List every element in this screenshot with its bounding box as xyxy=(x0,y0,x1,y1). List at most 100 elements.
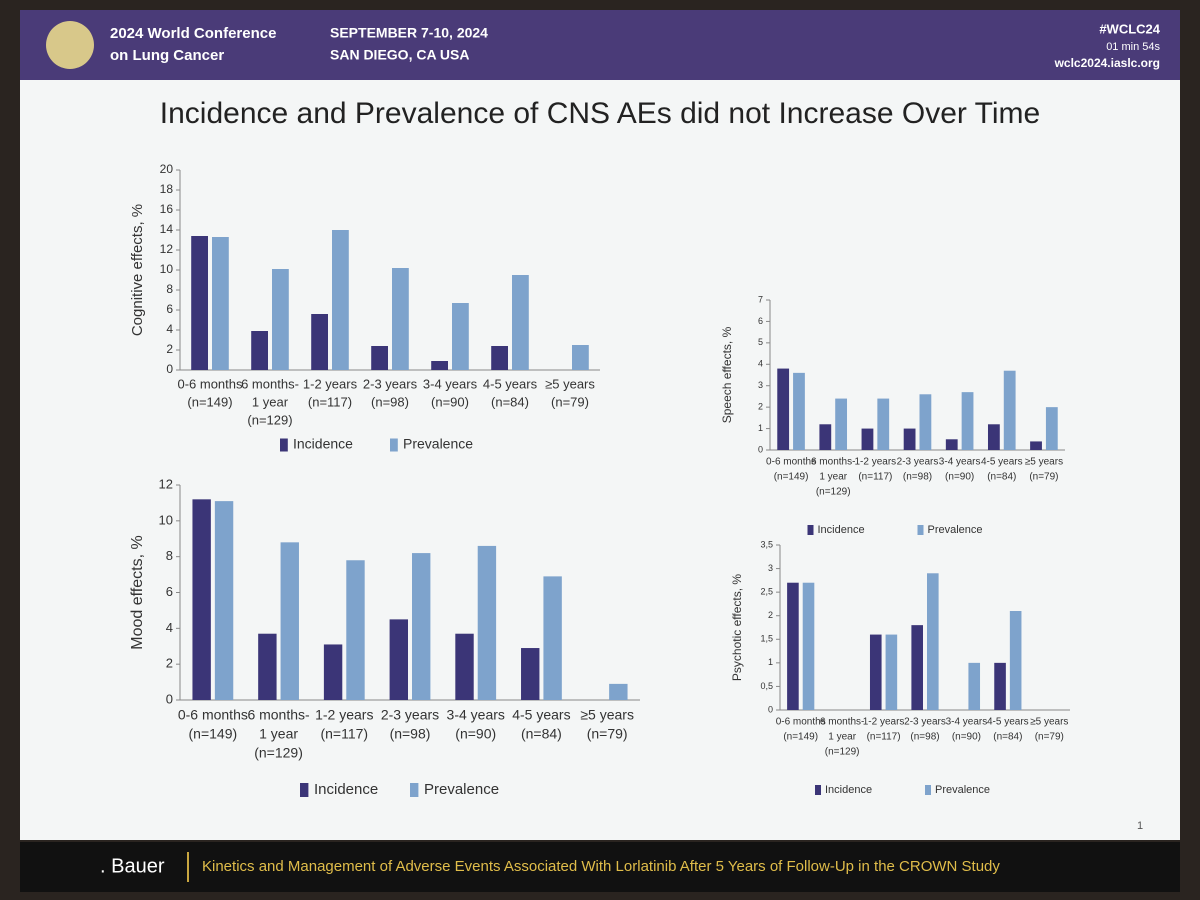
x-tick-label: 2-3 years xyxy=(363,376,418,391)
y-tick-label: 7 xyxy=(758,294,763,304)
legend-swatch xyxy=(807,525,814,535)
legend-swatch xyxy=(390,438,398,452)
bar xyxy=(927,573,939,710)
x-tick-label: 0-6 months xyxy=(766,457,816,468)
bar xyxy=(835,398,848,450)
x-tick-label: 3-4 years xyxy=(423,376,478,391)
bar xyxy=(346,560,365,700)
x-tick-label: 1-2 years xyxy=(855,457,897,468)
x-tick-label: 1 year xyxy=(259,726,298,742)
footer-band xyxy=(20,842,1180,892)
y-axis-label: Speech effects, % xyxy=(720,326,734,423)
x-tick-label: ≥5 years xyxy=(1025,457,1063,468)
bar xyxy=(961,392,974,450)
x-tick-label: ≥5 years xyxy=(1030,717,1068,728)
x-tick-label: (n=149) xyxy=(189,726,238,742)
y-axis-label: Cognitive effects, % xyxy=(129,204,146,336)
y-tick-label: 16 xyxy=(160,202,174,216)
bar xyxy=(819,424,832,450)
bar xyxy=(392,268,409,370)
y-tick-label: 4 xyxy=(166,620,173,635)
bar xyxy=(787,582,799,710)
y-tick-label: 6 xyxy=(758,316,763,326)
legend-label: Prevalence xyxy=(403,436,473,452)
legend-label: Incidence xyxy=(825,784,872,796)
bar xyxy=(491,346,508,370)
x-tick-label: (n=84) xyxy=(987,472,1016,483)
bar xyxy=(777,368,790,450)
x-tick-label: (n=129) xyxy=(825,747,860,758)
y-tick-label: 3,5 xyxy=(760,539,773,549)
x-tick-label: (n=79) xyxy=(1029,472,1058,483)
x-tick-label: ≥5 years xyxy=(580,707,634,723)
bar xyxy=(214,501,234,700)
bar xyxy=(919,394,932,450)
bar xyxy=(877,398,890,450)
bar xyxy=(903,428,916,450)
x-tick-label: (n=149) xyxy=(783,732,818,743)
header-band xyxy=(20,10,1180,80)
x-tick-label: (n=117) xyxy=(308,394,352,409)
x-tick-label: (n=84) xyxy=(521,726,562,742)
bar xyxy=(477,545,497,700)
bar xyxy=(1045,407,1058,450)
bar xyxy=(311,314,328,370)
y-tick-label: 1 xyxy=(768,657,773,667)
bar xyxy=(1009,611,1022,710)
bar xyxy=(371,346,388,370)
bar xyxy=(1030,441,1042,450)
x-tick-label: (n=84) xyxy=(993,732,1022,743)
x-tick-label: (n=98) xyxy=(371,394,409,409)
legend-swatch xyxy=(917,525,924,535)
x-tick-label: (n=98) xyxy=(903,472,932,483)
legend-label: Prevalence xyxy=(928,524,983,536)
x-tick-label: (n=98) xyxy=(390,726,431,742)
x-tick-label: (n=129) xyxy=(816,487,851,498)
bar xyxy=(512,275,529,370)
y-tick-label: 8 xyxy=(166,548,173,563)
legend-label: Prevalence xyxy=(935,784,990,796)
y-tick-label: 5 xyxy=(758,337,763,347)
x-tick-label: (n=129) xyxy=(247,412,292,427)
slide xyxy=(20,10,1180,840)
dates: SEPTEMBER 7-10, 2024 xyxy=(330,25,488,41)
x-tick-label: (n=90) xyxy=(945,472,974,483)
x-tick-label: (n=84) xyxy=(491,394,529,409)
y-tick-label: 12 xyxy=(159,476,173,491)
bar xyxy=(389,619,408,700)
x-tick-label: 3-4 years xyxy=(447,707,505,723)
y-axis-label: Psychotic effects, % xyxy=(730,574,744,681)
bar xyxy=(911,625,923,710)
bar xyxy=(861,428,874,450)
y-tick-label: 0 xyxy=(758,444,763,454)
bar xyxy=(987,424,1000,450)
x-tick-label: 0-6 months xyxy=(776,717,826,728)
x-tick-label: 4-5 years xyxy=(483,376,538,391)
x-tick-label: 4-5 years xyxy=(987,717,1029,728)
bar xyxy=(609,683,628,700)
y-tick-label: 10 xyxy=(159,512,173,527)
y-tick-label: 3 xyxy=(768,563,773,573)
hashtag: #WCLC24 xyxy=(1099,21,1160,36)
bar xyxy=(280,542,299,700)
y-tick-label: 2 xyxy=(166,342,173,356)
y-tick-label: 2 xyxy=(166,656,173,671)
x-tick-label: ≥5 years xyxy=(545,376,595,391)
bar xyxy=(455,633,474,700)
bar xyxy=(191,236,208,370)
y-tick-label: 12 xyxy=(160,242,174,256)
x-tick-label: 6 months- xyxy=(820,717,864,728)
legend-swatch xyxy=(300,783,309,797)
y-tick-label: 20 xyxy=(160,162,174,176)
y-tick-label: 3 xyxy=(758,380,763,390)
logo xyxy=(46,21,94,69)
legend-swatch xyxy=(280,438,288,452)
presenter: . Bauer xyxy=(100,855,165,877)
bar xyxy=(412,553,431,700)
x-tick-label: (n=90) xyxy=(952,732,981,743)
x-tick-label: (n=79) xyxy=(551,394,589,409)
y-axis-label: Mood effects, % xyxy=(129,535,146,649)
legend-label: Incidence xyxy=(818,524,865,536)
